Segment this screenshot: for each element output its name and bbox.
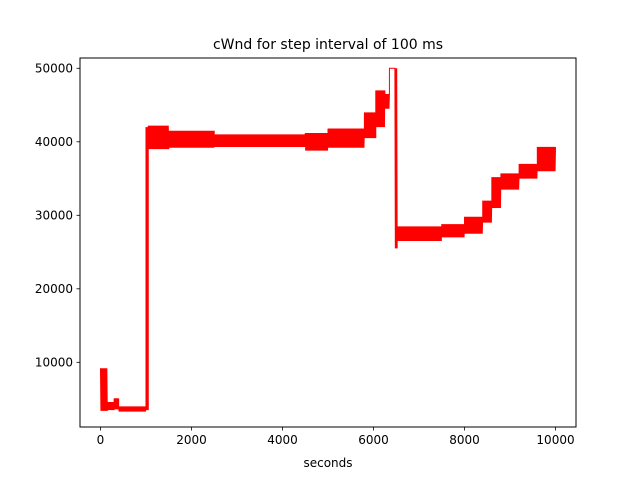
y-tick-label: 40000 — [35, 135, 73, 149]
x-tick-label: 4000 — [267, 433, 298, 447]
y-tick-label: 20000 — [35, 282, 73, 296]
y-tick-label: 10000 — [35, 355, 73, 369]
y-axis: 10000 20000 30000 40000 50000 — [35, 61, 80, 369]
y-tick-label: 50000 — [35, 61, 73, 75]
x-tick-label: 2000 — [176, 433, 207, 447]
x-tick-label: 6000 — [358, 433, 389, 447]
x-tick-label: 0 — [97, 433, 105, 447]
series-layer — [99, 67, 557, 412]
x-axis: 0 2000 4000 6000 8000 10000 — [97, 427, 575, 447]
x-tick-label: 10000 — [536, 433, 574, 447]
chart-title: cWnd for step interval of 100 ms — [213, 37, 443, 53]
x-axis-label: seconds — [303, 456, 352, 470]
plot-frame — [79, 57, 577, 428]
plot-area — [99, 67, 557, 412]
series-line — [99, 67, 557, 412]
y-tick-label: 30000 — [35, 208, 73, 222]
x-tick-label: 8000 — [449, 433, 480, 447]
